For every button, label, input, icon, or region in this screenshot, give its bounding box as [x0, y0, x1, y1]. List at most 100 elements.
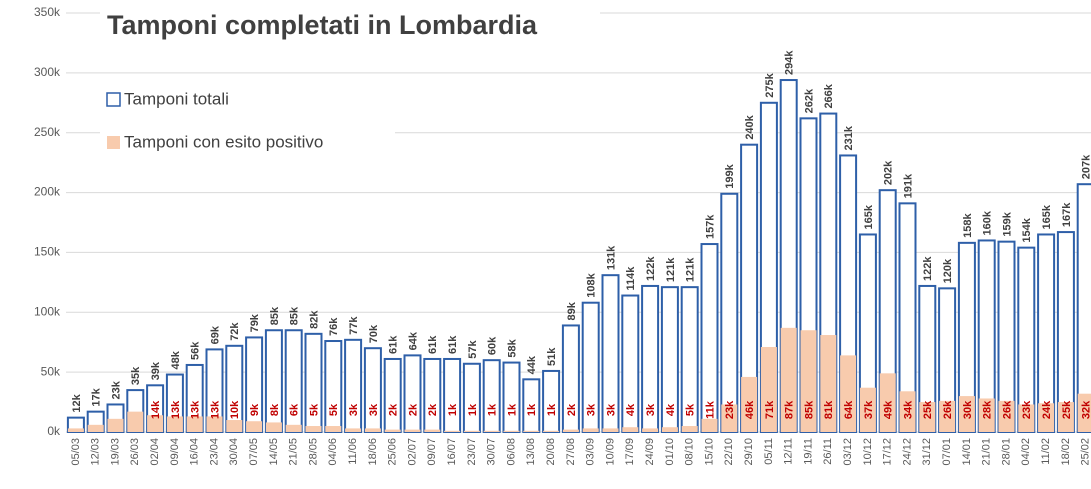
total-label: 61k [427, 335, 439, 354]
x-tick-label: 11/06 [347, 438, 359, 465]
positive-label: 5k [685, 403, 697, 416]
legend-label: Tamponi totali [124, 89, 229, 108]
x-tick-label: 09/07 [426, 438, 438, 466]
total-label: 266k [823, 83, 835, 108]
positive-label: 6k [289, 403, 301, 416]
total-label: 76k [328, 317, 340, 336]
total-label: 72k [229, 322, 241, 341]
positive-label: 2k [427, 403, 439, 416]
x-tick-label: 19/11 [802, 438, 814, 465]
x-tick-label: 23/04 [208, 438, 220, 466]
x-tick-label: 03/12 [842, 438, 854, 466]
x-tick-label: 18/02 [1060, 438, 1072, 466]
total-label: 207k [1081, 154, 1091, 179]
total-label: 56k [190, 341, 202, 360]
total-bar [304, 332, 323, 433]
positive-label: 2k [407, 403, 419, 416]
total-label: 157k [704, 214, 716, 239]
x-tick-label: 26/03 [129, 438, 141, 466]
x-tick-label: 11/02 [1040, 438, 1052, 465]
positive-label: 23k [724, 400, 736, 419]
positive-label: 37k [863, 400, 875, 419]
positive-bar [859, 387, 876, 432]
total-label: 60k [487, 336, 499, 355]
x-tick-label: 07/05 [248, 438, 260, 466]
x-tick-label: 31/12 [921, 438, 933, 466]
total-label: 69k [209, 325, 221, 344]
positive-bar [582, 428, 599, 432]
positive-label: 1k [546, 403, 558, 416]
positive-label: 3k [368, 403, 380, 416]
total-label: 85k [269, 306, 281, 325]
total-label: 121k [665, 257, 677, 282]
positive-bar [325, 426, 342, 432]
positive-bar [681, 426, 698, 432]
positive-label: 11k [704, 400, 716, 419]
title-bg [100, 4, 600, 44]
x-tick-label: 25/02 [1080, 438, 1091, 466]
positive-bar [364, 428, 381, 432]
positive-bar [741, 376, 758, 432]
positive-bar [543, 430, 560, 432]
positive-bar [939, 400, 956, 432]
positive-bar [424, 429, 441, 432]
x-tick-label: 26/11 [822, 438, 834, 465]
legend: Tamponi totali Tamponi con esito positivo [106, 89, 323, 151]
total-bar [482, 359, 501, 433]
total-bar [245, 336, 264, 434]
positive-bar [285, 424, 302, 432]
y-tick-label: 100k [34, 304, 61, 318]
total-label: 79k [249, 313, 261, 332]
positive-bar [998, 400, 1015, 432]
positive-label: 13k [209, 400, 221, 419]
total-bar [542, 369, 561, 433]
total-label: 154k [1021, 217, 1033, 242]
positive-bar [800, 330, 817, 432]
total-label: 51k [546, 347, 558, 366]
total-bar [324, 340, 343, 434]
x-tick-label: 14/01 [961, 438, 973, 466]
positive-bar [404, 429, 421, 432]
x-tick-label: 28/01 [1000, 438, 1012, 466]
x-tick-label: 09/04 [169, 438, 181, 466]
positive-bar [1018, 404, 1035, 432]
y-tick-label: 200k [34, 185, 61, 199]
x-tick-label: 18/06 [367, 438, 379, 466]
positive-bar [562, 429, 579, 432]
positive-bar [1038, 403, 1055, 432]
total-label: 85k [289, 306, 301, 325]
x-tick-label: 10/12 [862, 438, 874, 466]
total-bar [423, 357, 442, 433]
total-label: 231k [843, 125, 855, 150]
positive-label: 30k [962, 400, 974, 419]
total-label: 82k [308, 310, 320, 329]
positive-bar [760, 347, 777, 432]
x-tick-label: 17/09 [624, 438, 636, 466]
positive-label: 26k [1001, 400, 1013, 419]
x-tick-label: 03/09 [585, 438, 597, 466]
legend-swatch [106, 92, 121, 107]
positive-bar [127, 411, 144, 432]
positive-label: 85k [803, 400, 815, 419]
positive-bar [147, 415, 164, 432]
legend-swatch [107, 136, 120, 149]
total-label: 61k [388, 335, 400, 354]
positive-bar [879, 373, 896, 432]
x-tick-label: 29/10 [743, 438, 755, 466]
x-tick-label: 30/07 [486, 438, 498, 466]
bars: 05/03 12k 12/03 17k 19/03 23k 26/03 35k 02/04 39k… [66, 50, 1091, 466]
total-bar [344, 338, 363, 434]
total-label: 39k [150, 361, 162, 380]
positive-label: 26k [942, 400, 954, 419]
total-label: 61k [447, 335, 459, 354]
positive-bar [840, 355, 857, 432]
positive-label: 28k [982, 400, 994, 419]
x-tick-label: 01/10 [664, 438, 676, 466]
y-tick-label: 0k [47, 424, 61, 438]
total-label: 108k [586, 272, 598, 297]
positive-bar [622, 427, 639, 432]
positive-bar [246, 421, 263, 432]
positive-label: 5k [328, 403, 340, 416]
total-label: 48k [170, 350, 182, 369]
